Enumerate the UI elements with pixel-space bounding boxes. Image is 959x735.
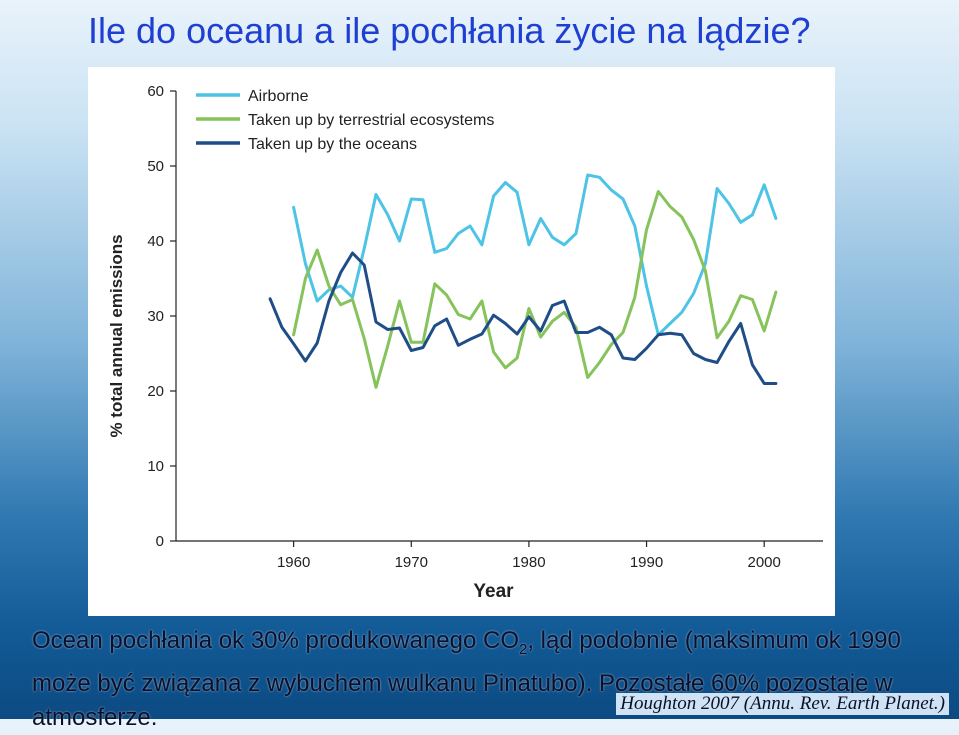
y-tick-label: 0: [156, 533, 164, 550]
caption-subscript: 2: [518, 641, 528, 658]
y-tick-label: 20: [147, 383, 164, 400]
x-tick-label: 1990: [630, 554, 663, 571]
x-tick-label: 2000: [747, 554, 780, 571]
citation: Houghton 2007 (Annu. Rev. Earth Planet.): [616, 693, 949, 715]
legend-label-3: Taken up by the oceans: [248, 136, 417, 153]
y-tick-label: 10: [147, 458, 164, 475]
slide-caption: Ocean pochłania ok 30% produkowanego CO2…: [32, 624, 952, 735]
y-axis-label: % total annual emissions: [107, 234, 126, 437]
legend-label-1: Airborne: [248, 88, 309, 105]
legend-label-2: Taken up by terrestrial ecosystems: [248, 112, 494, 129]
x-tick-label: 1960: [277, 554, 310, 571]
y-tick-label: 50: [147, 158, 164, 175]
emissions-line-chart: 0 10 20 30 40 50 60 1960 1970 1980 1990 2000 Year % t…: [107, 83, 823, 602]
y-tick-label: 60: [147, 83, 164, 100]
caption-part1: Ocean pochłania ok 30% produkowanego CO: [32, 627, 519, 654]
x-tick-label: 1980: [512, 554, 545, 571]
slide-title: Ile do oceanu a ile pochłania życie na l…: [88, 10, 811, 51]
y-tick-label: 30: [147, 308, 164, 325]
series-line-3: [268, 251, 778, 385]
series-line-1: [292, 173, 778, 337]
y-tick-label: 40: [147, 233, 164, 250]
x-axis-label: Year: [473, 581, 514, 602]
chart-panel: 0 10 20 30 40 50 60 1960 1970 1980 1990 2000 Year % t…: [88, 67, 835, 616]
x-tick-label: 1970: [395, 554, 428, 571]
